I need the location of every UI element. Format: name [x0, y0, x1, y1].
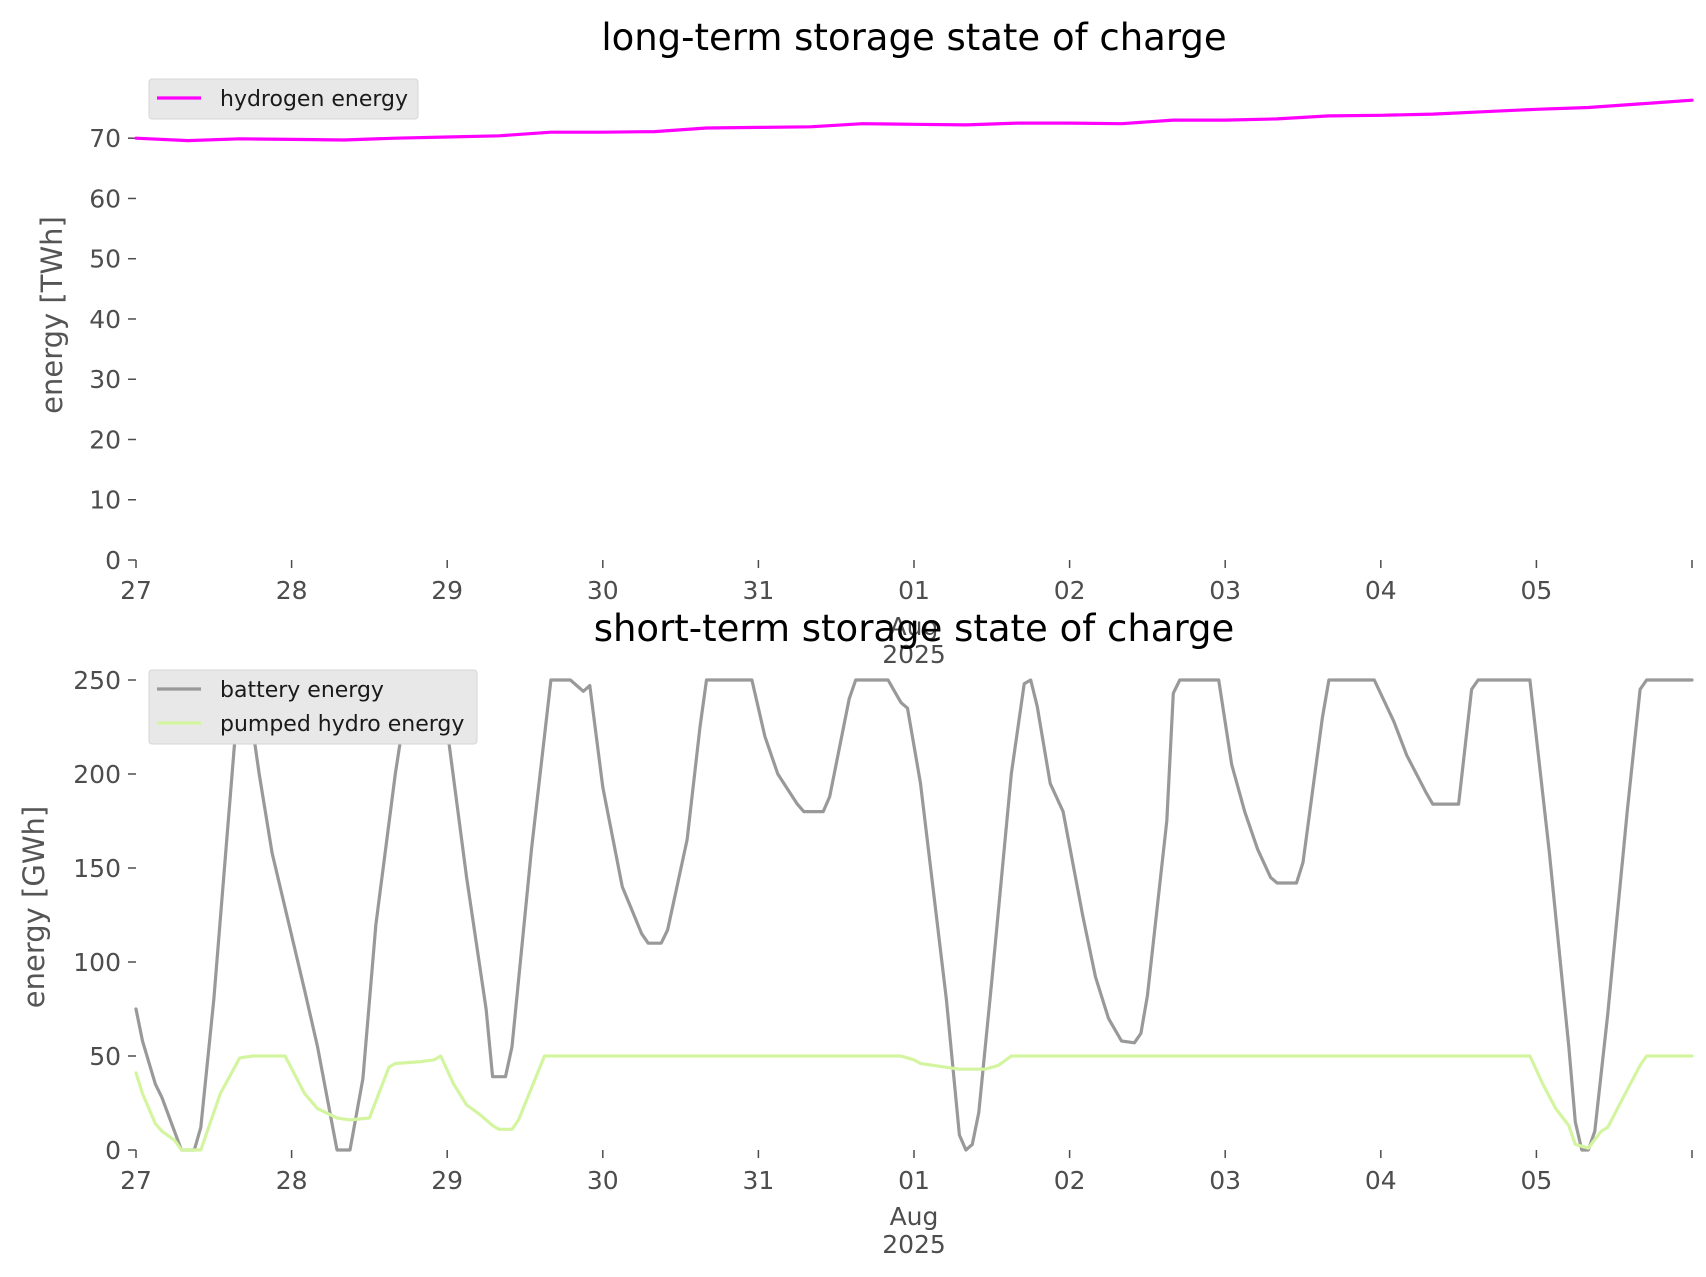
y-tick-label: 50	[89, 1042, 121, 1071]
y-tick-label: 50	[89, 245, 121, 274]
x-tick-month-label: Aug	[890, 612, 939, 641]
y-tick-label: 150	[73, 854, 121, 883]
short-term-chart-title: short-term storage state of charge	[594, 607, 1235, 650]
short-term-y-axis-label: energy [GWh]	[17, 806, 51, 1008]
x-tick-label: 31	[742, 1166, 774, 1195]
legend-label-pumped-hydro: pumped hydro energy	[220, 712, 464, 737]
long-term-legend: hydrogen energy	[148, 78, 419, 120]
y-tick-label: 40	[89, 305, 121, 334]
x-tick-label: 30	[587, 1166, 619, 1195]
x-tick-label: 01	[898, 576, 930, 605]
x-tick-label: 28	[276, 576, 308, 605]
long-term-chart: long-term storage state of charge energy…	[35, 16, 1694, 669]
x-tick-label: 28	[276, 1166, 308, 1195]
legend-label-hydrogen: hydrogen energy	[220, 87, 408, 112]
x-tick-label: 27	[120, 1166, 152, 1195]
y-tick-label: 30	[89, 365, 121, 394]
x-tick-month-label: Aug	[890, 1202, 939, 1231]
y-tick-label: 60	[89, 184, 121, 213]
short-term-series	[134, 678, 1694, 1152]
x-tick-label: 04	[1365, 1166, 1397, 1195]
x-tick-label: 27	[120, 576, 152, 605]
y-tick-label: 0	[105, 1136, 121, 1165]
x-tick-label: 29	[431, 1166, 463, 1195]
x-tick-label: 31	[742, 576, 774, 605]
short-term-chart: short-term storage state of charge energ…	[17, 607, 1694, 1259]
y-tick-label: 10	[89, 486, 121, 515]
long-term-legend-box	[148, 78, 419, 120]
y-tick-label: 200	[73, 760, 121, 789]
short-term-legend: battery energy pumped hydro energy	[148, 669, 478, 745]
x-tick-year-label: 2025	[882, 640, 946, 669]
y-tick-label: 20	[89, 425, 121, 454]
series-line-hydrogen-energy	[134, 98, 1694, 143]
long-term-chart-title: long-term storage state of charge	[601, 16, 1226, 59]
x-tick-label: 29	[431, 576, 463, 605]
short-term-y-ticks: 0 50 100 150 200 250	[73, 666, 136, 1165]
long-term-series	[134, 98, 1694, 143]
x-tick-label: 02	[1054, 1166, 1086, 1195]
x-tick-label: 01	[898, 1166, 930, 1195]
y-tick-label: 70	[89, 124, 121, 153]
short-term-legend-box	[148, 669, 478, 745]
y-tick-label: 250	[73, 666, 121, 695]
x-tick-label: 04	[1365, 576, 1397, 605]
series-line-battery-energy	[134, 678, 1694, 1152]
x-tick-label: 03	[1209, 1166, 1241, 1195]
legend-label-battery: battery energy	[220, 678, 384, 703]
x-tick-label: 05	[1520, 1166, 1552, 1195]
x-tick-year-label: 2025	[882, 1230, 946, 1259]
long-term-y-axis-label: energy [TWh]	[35, 216, 69, 414]
x-tick-label: 05	[1520, 576, 1552, 605]
y-tick-label: 100	[73, 948, 121, 977]
x-tick-label: 02	[1054, 576, 1086, 605]
y-tick-label: 0	[105, 546, 121, 575]
x-tick-label: 03	[1209, 576, 1241, 605]
x-tick-label: 30	[587, 576, 619, 605]
long-term-y-ticks: 0 10 20 30 40 50 60 70	[89, 124, 136, 575]
series-line-pumped-hydro-energy	[134, 1054, 1694, 1152]
